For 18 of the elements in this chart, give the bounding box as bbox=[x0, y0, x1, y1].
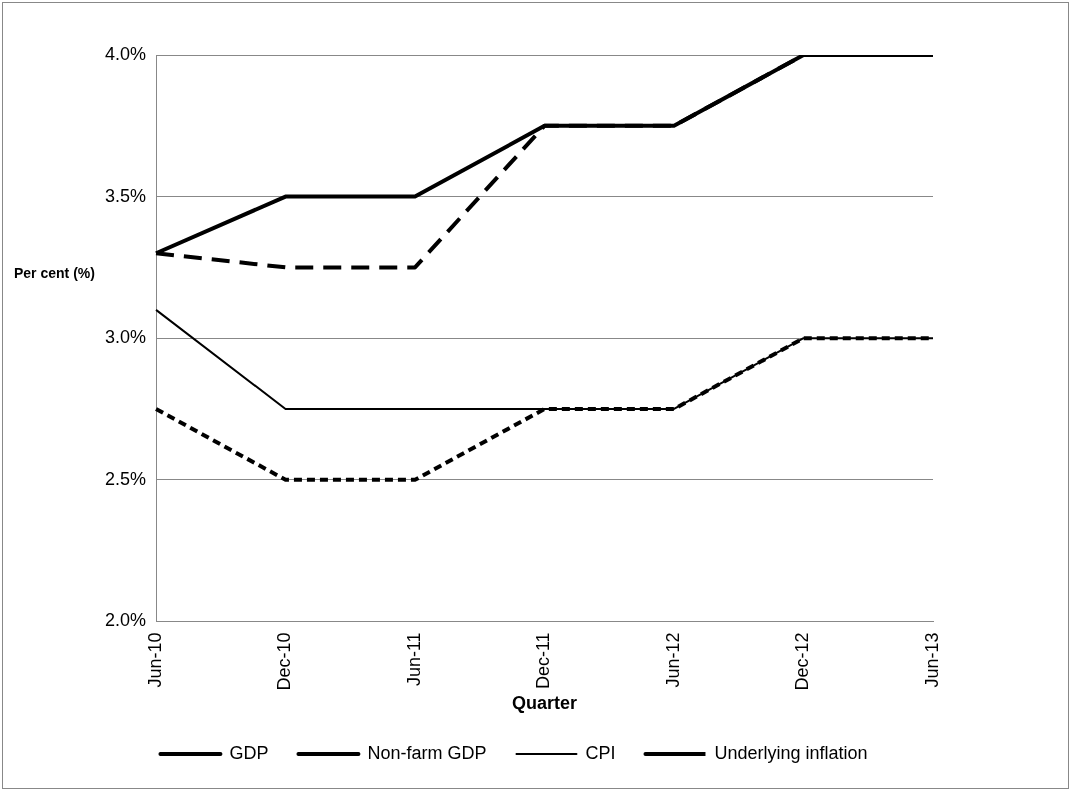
legend-label: CPI bbox=[585, 742, 616, 763]
legend-label: Underlying inflation bbox=[714, 742, 868, 763]
y-tick-label: 2.0% bbox=[105, 610, 147, 631]
x-tick-label: Jun-11 bbox=[403, 632, 424, 687]
y-tick-label: 3.0% bbox=[105, 327, 147, 348]
legend-label: GDP bbox=[229, 742, 269, 763]
y-tick-label: 2.5% bbox=[105, 468, 147, 489]
x-tick-label: Dec-10 bbox=[274, 632, 295, 691]
x-tick-label: Dec-11 bbox=[533, 632, 554, 690]
x-tick-label: Jun-10 bbox=[145, 632, 165, 688]
x-tick-label: Jun-13 bbox=[921, 632, 942, 688]
x-axis-title: Quarter bbox=[512, 693, 578, 714]
legend-label: Non-farm GDP bbox=[367, 742, 487, 763]
y-axis-title: Per cent (%) bbox=[14, 265, 95, 281]
x-tick-label: Jun-12 bbox=[662, 632, 683, 688]
y-tick-label: 3.5% bbox=[105, 185, 147, 206]
x-tick-label: Dec-12 bbox=[792, 632, 813, 691]
y-tick-label: 4.0% bbox=[105, 43, 147, 64]
